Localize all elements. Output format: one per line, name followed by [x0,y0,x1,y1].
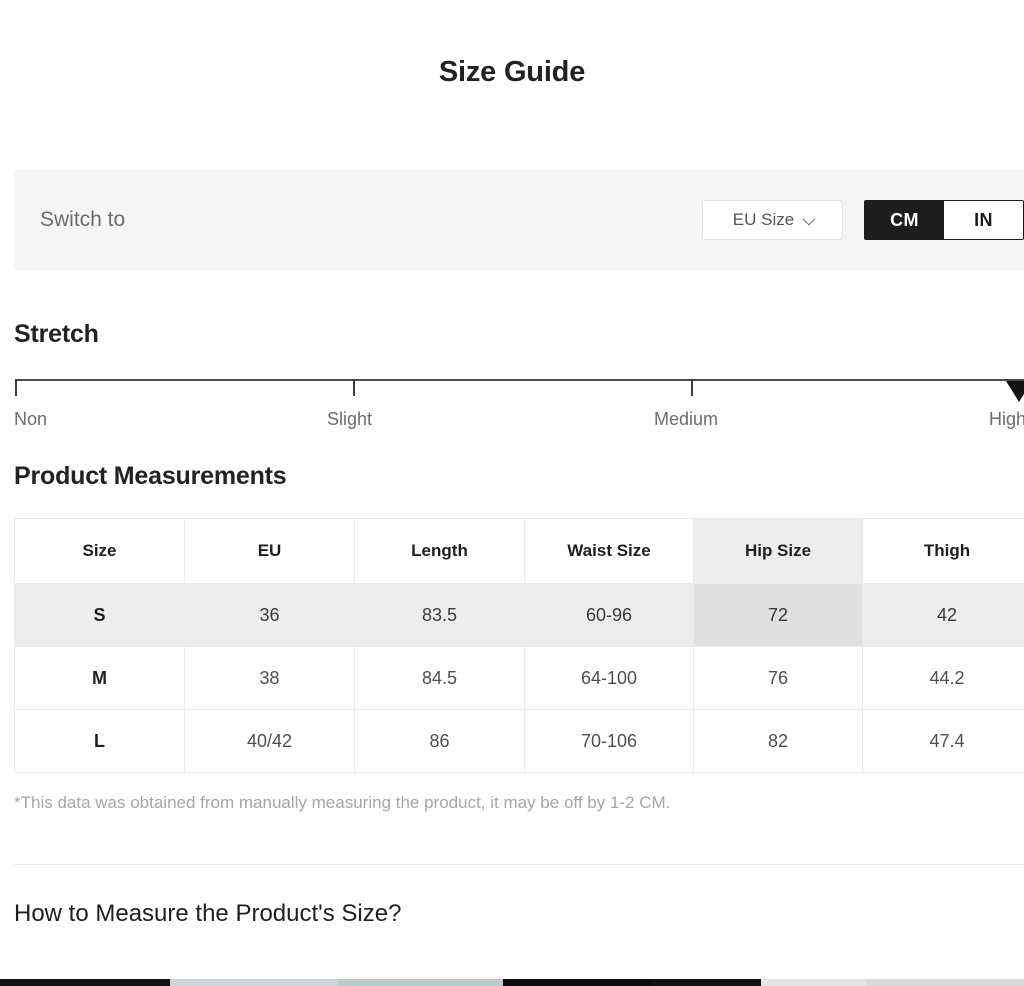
column-header-thigh[interactable]: Thigh [862,518,1024,584]
switch-controls: EU Size CM IN [702,200,1024,240]
column-header-waist[interactable]: Waist Size [524,518,694,584]
column-header-size[interactable]: Size [14,518,185,584]
stretch-tick-non [15,379,17,396]
cell-hip: 72 [693,583,863,647]
stretch-label-high: High [989,409,1024,429]
cell-thigh: 47.4 [862,709,1024,773]
product-measurements-heading: Product Measurements [14,462,287,490]
stretch-scale[interactable]: Non Slight Medium High [0,373,1024,438]
unit-switch-bar: Switch to EU Size CM IN [14,170,1024,270]
media-thumb[interactable] [0,979,170,986]
measurements-table-scroll[interactable]: Size EU Length Waist Size Hip Size Thigh… [14,518,1024,773]
unit-toggle-cm[interactable]: CM [865,201,944,239]
media-thumb[interactable] [761,979,866,986]
stretch-label-non: Non [14,409,48,429]
cell-thigh: 42 [862,583,1024,647]
cell-eu: 36 [184,583,355,647]
cell-waist: 64-100 [524,646,694,710]
stretch-heading: Stretch [14,320,99,348]
cell-size: L [14,709,185,773]
how-to-measure-title: How to Measure the Product's Size? [14,900,402,927]
cell-length: 84.5 [354,646,525,710]
stretch-label-medium: Medium [654,409,719,429]
switch-to-label: Switch to [40,208,126,231]
cell-eu: 38 [184,646,355,710]
size-system-select[interactable]: EU Size [702,200,843,240]
table-row[interactable]: L 40/42 86 70-106 82 47.4 [14,709,1024,773]
stretch-scale-line [15,379,1024,381]
triangle-down-marker [1006,381,1024,402]
cell-hip: 76 [693,646,863,710]
size-system-value: EU Size [732,210,795,229]
stretch-tick-slight [353,379,355,396]
cell-thigh: 44.2 [862,646,1024,710]
cell-hip: 82 [693,709,863,773]
cell-waist: 60-96 [524,583,694,647]
stretch-tick-medium [691,379,693,396]
measurement-footnote: *This data was obtained from manually me… [14,793,671,812]
page-title: Size Guide [438,56,586,88]
media-thumb[interactable] [170,979,338,986]
cell-eu: 40/42 [184,709,355,773]
media-thumb[interactable] [503,979,651,986]
chevron-down-icon [802,212,816,225]
column-header-eu[interactable]: EU [184,518,355,584]
cell-length: 83.5 [354,583,525,647]
cell-waist: 70-106 [524,709,694,773]
cell-size: S [14,583,185,647]
unit-toggle-in[interactable]: IN [944,201,1023,239]
section-divider [14,864,1024,865]
unit-toggle[interactable]: CM IN [864,200,1024,240]
how-to-measure-media-strip [0,979,1024,986]
table-row[interactable]: M 38 84.5 64-100 76 44.2 [14,646,1024,710]
media-thumb[interactable] [338,979,503,986]
media-thumb[interactable] [866,979,1024,986]
column-header-length[interactable]: Length [354,518,525,584]
table-row[interactable]: S 36 83.5 60-96 72 42 [14,583,1024,647]
measurements-table: Size EU Length Waist Size Hip Size Thigh… [14,518,1024,773]
cell-size: M [14,646,185,710]
stretch-label-slight: Slight [327,409,373,429]
column-header-hip[interactable]: Hip Size [693,518,863,584]
table-header-row: Size EU Length Waist Size Hip Size Thigh [14,518,1024,584]
media-thumb[interactable] [651,979,761,986]
cell-length: 86 [354,709,525,773]
